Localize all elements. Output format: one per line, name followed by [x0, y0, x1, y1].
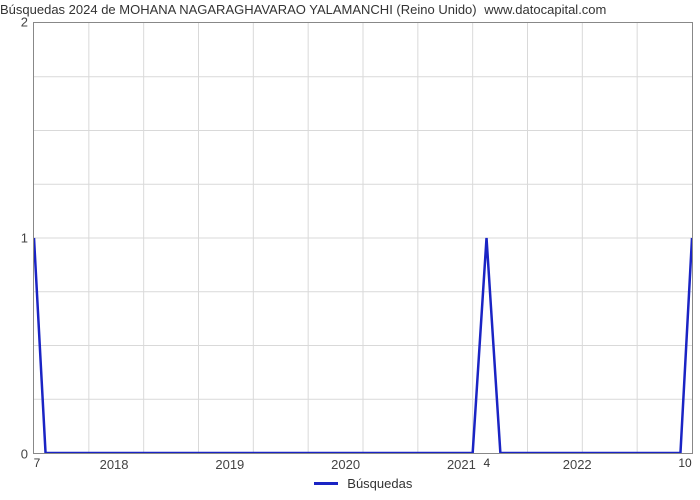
x-tick-label: 2022	[563, 457, 592, 472]
y-tick-label: 2	[3, 15, 28, 30]
x-tick-label: 2021	[447, 457, 476, 472]
legend-label: Búsquedas	[347, 476, 412, 491]
chart-source: www.datocapital.com	[484, 2, 606, 17]
value-label: 7	[34, 456, 41, 470]
value-label: 4	[484, 456, 491, 470]
chart-legend: Búsquedas	[33, 475, 693, 491]
chart-header: Búsquedas 2024 de MOHANA NAGARAGHAVARAO …	[0, 2, 700, 17]
chart-svg	[34, 23, 692, 453]
value-label: 10	[678, 456, 691, 470]
x-tick-label: 2020	[331, 457, 360, 472]
y-tick-label: 0	[3, 447, 28, 462]
chart-plot-area	[33, 22, 693, 454]
x-tick-label: 2018	[100, 457, 129, 472]
y-tick-label: 1	[3, 231, 28, 246]
legend-swatch	[314, 482, 338, 485]
x-tick-label: 2019	[215, 457, 244, 472]
chart-title: Búsquedas 2024 de MOHANA NAGARAGHAVARAO …	[0, 2, 477, 17]
